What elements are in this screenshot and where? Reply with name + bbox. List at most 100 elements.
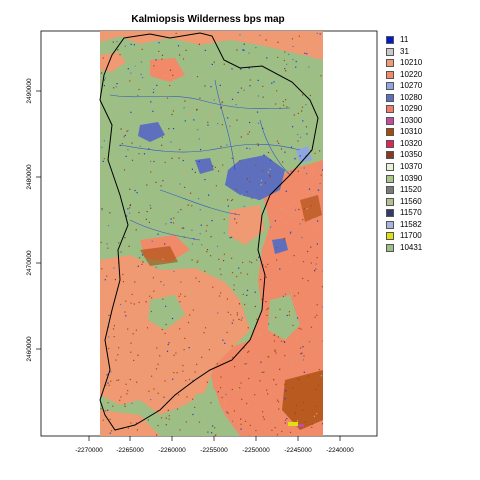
- raster-speckle: [170, 141, 172, 143]
- raster-speckle: [117, 354, 119, 356]
- raster-speckle: [320, 375, 322, 377]
- raster-speckle: [215, 434, 217, 436]
- raster-speckle: [296, 337, 298, 339]
- legend-swatch: [386, 116, 394, 125]
- raster-speckle: [212, 216, 214, 218]
- raster-speckle: [230, 124, 232, 126]
- raster-speckle: [268, 166, 270, 168]
- raster-speckle: [196, 76, 199, 78]
- legend-swatch: [386, 82, 394, 91]
- raster-speckle: [293, 255, 295, 257]
- raster-speckle: [260, 184, 262, 186]
- raster-speckle: [134, 189, 136, 192]
- raster-speckle: [249, 79, 251, 81]
- raster-speckle: [275, 352, 277, 354]
- raster-speckle: [243, 347, 245, 349]
- raster-speckle: [308, 188, 311, 190]
- raster-speckle: [191, 229, 193, 231]
- raster-speckle: [254, 394, 256, 396]
- raster-speckle: [286, 222, 288, 224]
- raster-speckle: [103, 79, 105, 81]
- raster-speckle: [233, 410, 235, 412]
- raster-speckle: [268, 323, 270, 325]
- raster-speckle: [116, 41, 118, 43]
- raster-speckle: [296, 420, 299, 422]
- raster-speckle: [182, 217, 184, 219]
- raster-speckle: [226, 72, 228, 74]
- svg-text:2460000: 2460000: [26, 336, 33, 362]
- raster-speckle: [231, 36, 233, 38]
- raster-speckle: [230, 199, 233, 202]
- svg-text:2490000: 2490000: [26, 78, 33, 104]
- raster-speckle: [306, 208, 308, 210]
- svg-text:-2255000: -2255000: [200, 447, 228, 454]
- raster-speckle: [263, 418, 265, 420]
- raster-speckle: [209, 35, 211, 37]
- raster-speckle: [231, 199, 234, 201]
- raster-speckle: [231, 345, 233, 347]
- raster-speckle: [227, 205, 229, 207]
- raster-speckle: [283, 340, 285, 343]
- raster-speckle: [124, 134, 126, 136]
- raster-speckle: [231, 257, 233, 259]
- raster-speckle: [193, 119, 195, 121]
- raster-speckle: [206, 381, 208, 383]
- raster-speckle: [160, 185, 162, 187]
- raster-speckle: [108, 336, 110, 338]
- raster-speckle: [150, 207, 152, 209]
- raster-speckle: [291, 360, 293, 362]
- raster-speckle: [127, 427, 129, 429]
- raster-speckle: [322, 306, 323, 308]
- raster-speckle: [266, 389, 268, 391]
- raster-speckle: [198, 43, 200, 45]
- raster-speckle: [187, 83, 189, 85]
- raster-speckle: [179, 183, 181, 185]
- raster-speckle: [220, 107, 222, 109]
- raster-speckle: [273, 81, 275, 83]
- raster-speckle: [274, 158, 276, 160]
- zone-southwest: [100, 255, 250, 415]
- raster-speckle: [118, 347, 120, 349]
- raster-speckle: [216, 363, 218, 365]
- raster-speckle: [286, 418, 288, 420]
- x-tick: -2260000: [158, 436, 186, 454]
- raster-speckle: [218, 170, 220, 172]
- raster-speckle: [290, 146, 293, 148]
- raster-speckle: [236, 83, 238, 85]
- raster-speckle: [152, 91, 155, 93]
- raster-speckle: [126, 393, 128, 395]
- svg-text:2480000: 2480000: [26, 164, 33, 190]
- raster-speckle: [307, 280, 309, 282]
- raster-speckle: [289, 74, 291, 76]
- raster-speckle: [206, 224, 208, 227]
- raster-speckle: [192, 379, 194, 382]
- raster-speckle: [199, 97, 201, 99]
- raster-speckle: [115, 86, 117, 88]
- raster-speckle: [318, 384, 320, 386]
- raster-speckle: [240, 87, 242, 89]
- raster-speckle: [155, 368, 158, 370]
- raster-speckle: [242, 354, 244, 356]
- raster-speckle: [132, 333, 134, 335]
- raster-speckle: [248, 350, 250, 352]
- raster-speckle: [145, 301, 147, 303]
- raster-speckle: [292, 59, 294, 61]
- raster-speckle: [301, 236, 303, 238]
- raster-speckle: [286, 314, 288, 317]
- raster-speckle: [306, 172, 308, 175]
- raster-speckle: [127, 328, 129, 330]
- raster-speckle: [170, 180, 173, 182]
- green-patch-1: [148, 295, 185, 330]
- raster-speckle: [197, 102, 199, 104]
- raster-speckle: [163, 284, 165, 286]
- raster-speckle: [131, 293, 133, 295]
- raster-speckle: [176, 224, 179, 226]
- raster-speckle: [300, 132, 302, 134]
- raster-speckle: [173, 372, 175, 374]
- raster-speckle: [200, 224, 202, 226]
- raster-speckle: [277, 41, 279, 43]
- raster-speckle: [246, 147, 248, 149]
- raster-speckle: [158, 116, 160, 118]
- raster-speckle: [247, 133, 249, 135]
- raster-speckle: [232, 319, 234, 321]
